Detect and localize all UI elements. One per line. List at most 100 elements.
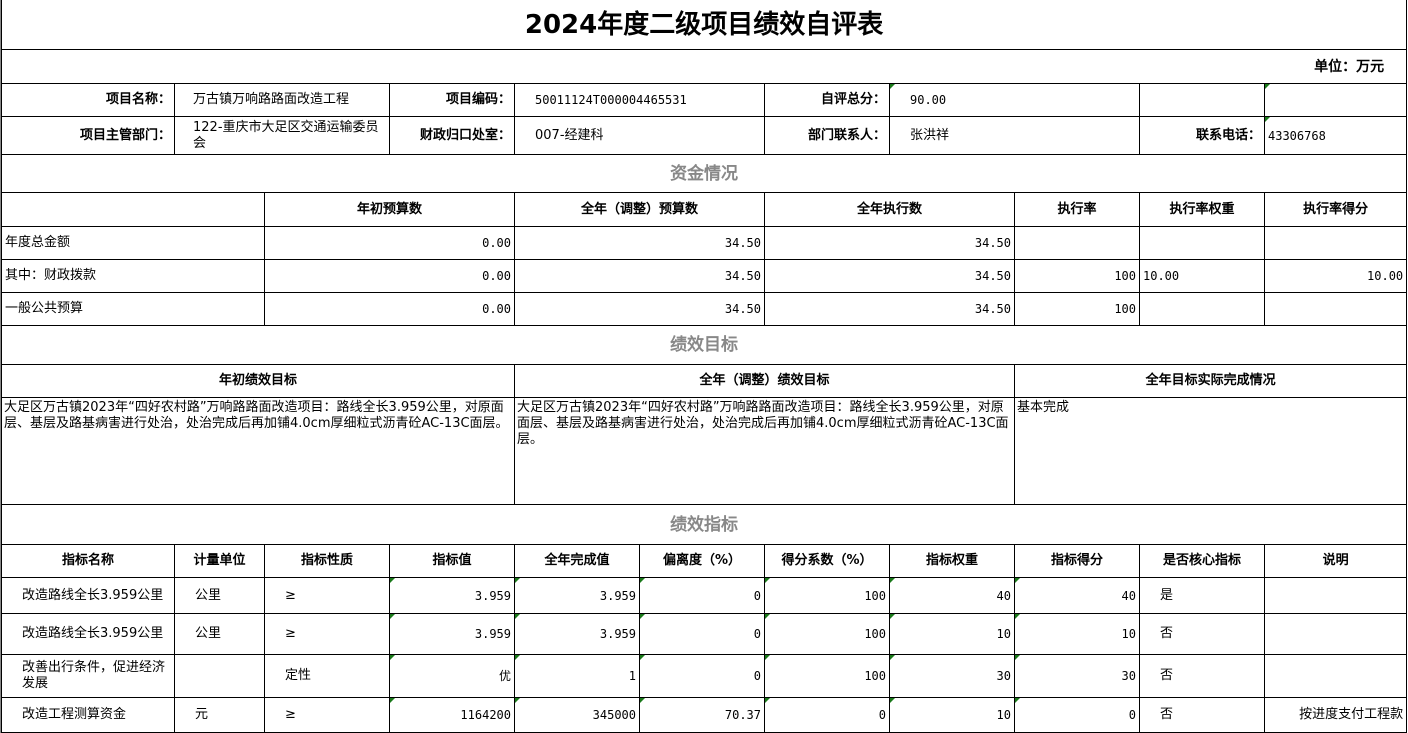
indicator-header: 得分系数（%） <box>764 544 890 578</box>
indicator-header: 指标值 <box>389 544 515 578</box>
indicator-cell[interactable]: 0 <box>639 613 765 655</box>
indicator-row: 改善出行条件，促进经济发展 定性优 1 0 100 30 30 否 <box>1 654 1408 698</box>
goals-section-title: 绩效目标 <box>1 325 1408 365</box>
total-score[interactable]: 90.00 <box>889 83 1140 117</box>
indicator-name[interactable]: 改造路线全长3.959公里 <box>1 577 175 614</box>
indicator-cell[interactable]: 元 <box>174 697 265 733</box>
indicator-cell[interactable]: ≥ <box>264 697 390 733</box>
funds-cell[interactable]: 100 <box>1014 259 1140 293</box>
indicator-cell[interactable]: 10 <box>1014 613 1140 655</box>
indicator-cell[interactable]: 否 <box>1139 613 1265 655</box>
dept-label: 项目主管部门： <box>1 116 175 155</box>
indicators-section-title: 绩效指标 <box>1 504 1408 545</box>
indicator-cell[interactable]: 0 <box>639 577 765 614</box>
indicator-cell[interactable]: 30 <box>1014 654 1140 698</box>
indicator-cell[interactable]: 70.37 <box>639 697 765 733</box>
indicator-name[interactable]: 改造工程测算资金 <box>1 697 175 733</box>
indicator-cell[interactable]: 100 <box>764 654 890 698</box>
indicator-name[interactable]: 改造路线全长3.959公里 <box>1 613 175 655</box>
phone[interactable]: 43306768 <box>1263 116 1408 155</box>
funds-cell[interactable]: 0.00 <box>264 259 515 293</box>
indicator-cell[interactable]: 40 <box>1014 577 1140 614</box>
indicator-cell[interactable]: 40 <box>889 577 1015 614</box>
funds-cell[interactable]: 10.00 <box>1263 259 1408 293</box>
indicator-cell[interactable]: 1 <box>514 654 640 698</box>
indicator-cell[interactable]: 优 <box>389 654 515 698</box>
funds-cell[interactable]: 34.50 <box>514 226 765 260</box>
indicator-cell[interactable] <box>1263 654 1408 698</box>
funds-cell[interactable]: 34.50 <box>764 259 1015 293</box>
funds-header: 年初预算数 <box>264 192 515 227</box>
funds-cell[interactable] <box>1139 226 1265 260</box>
indicator-cell[interactable]: 否 <box>1139 697 1265 733</box>
indicator-cell[interactable]: 3.959 <box>514 613 640 655</box>
indicator-cell[interactable]: 3.959 <box>389 577 515 614</box>
unit-label: 单位：万元 <box>1 49 1408 84</box>
finance-office[interactable]: 007-经建科 <box>514 116 765 155</box>
funds-cell[interactable] <box>1263 292 1408 326</box>
phone-label: 联系电话： <box>1139 116 1265 155</box>
contact-label: 部门联系人： <box>764 116 890 155</box>
indicator-row: 改造路线全长3.959公里 公里 ≥3.959 3.959 0 100 40 40 是 <box>1 577 1408 614</box>
funds-cell[interactable]: 10.00 <box>1139 259 1265 293</box>
project-code[interactable]: 50011124T000004465531 <box>514 83 765 117</box>
indicator-cell[interactable]: 30 <box>889 654 1015 698</box>
indicator-header: 是否核心指标 <box>1139 544 1265 578</box>
indicator-cell[interactable]: 公里 <box>174 613 265 655</box>
empty-cell[interactable] <box>1139 83 1265 117</box>
funds-row-label: 其中：财政拨款 <box>1 259 265 293</box>
indicator-cell[interactable]: 10 <box>889 613 1015 655</box>
indicator-cell[interactable]: 100 <box>764 613 890 655</box>
indicator-cell[interactable]: 100 <box>764 577 890 614</box>
project-code-label: 项目编码： <box>389 83 515 117</box>
indicator-cell[interactable]: ≥ <box>264 613 390 655</box>
funds-cell[interactable]: 34.50 <box>514 259 765 293</box>
funds-row-label: 一般公共预算 <box>1 292 265 326</box>
indicator-cell[interactable]: 否 <box>1139 654 1265 698</box>
funds-header: 执行率 <box>1014 192 1140 227</box>
indicator-name[interactable]: 改善出行条件，促进经济发展 <box>1 654 175 698</box>
indicator-cell[interactable]: ≥ <box>264 577 390 614</box>
indicator-header: 指标名称 <box>1 544 175 578</box>
project-name[interactable]: 万古镇万响路路面改造工程 <box>174 83 390 117</box>
indicator-cell[interactable]: 1164200 <box>389 697 515 733</box>
contact[interactable]: 张洪祥 <box>889 116 1140 155</box>
funds-cell[interactable] <box>1139 292 1265 326</box>
indicator-cell[interactable]: 公里 <box>174 577 265 614</box>
funds-cell[interactable]: 100 <box>1014 292 1140 326</box>
initial-goal[interactable]: 大足区万古镇2023年“四好农村路”万响路路面改造项目：路线全长3.959公里，… <box>1 397 515 505</box>
funds-cell[interactable]: 0.00 <box>264 226 515 260</box>
indicator-cell[interactable]: 定性 <box>264 654 390 698</box>
empty-cell[interactable] <box>1263 83 1408 117</box>
indicator-cell[interactable] <box>174 654 265 698</box>
indicator-cell[interactable]: 3.959 <box>514 577 640 614</box>
funds-section-title: 资金情况 <box>1 154 1408 193</box>
goals-header: 全年目标实际完成情况 <box>1013 364 1408 398</box>
indicator-cell[interactable]: 按进度支付工程款 <box>1263 697 1408 733</box>
funds-cell[interactable]: 34.50 <box>764 226 1015 260</box>
indicator-cell[interactable]: 是 <box>1139 577 1265 614</box>
dept[interactable]: 122-重庆市大足区交通运输委员会 <box>174 116 390 155</box>
score-label: 自评总分： <box>764 83 890 117</box>
adjusted-goal[interactable]: 大足区万古镇2023年“四好农村路”万响路路面改造项目：路线全长3.959公里，… <box>514 397 1015 505</box>
actual-completion[interactable]: 基本完成 <box>1013 397 1408 505</box>
indicator-cell[interactable]: 0 <box>1014 697 1140 733</box>
indicator-header: 指标性质 <box>264 544 390 578</box>
funds-cell[interactable] <box>1014 226 1140 260</box>
indicator-cell[interactable]: 3.959 <box>389 613 515 655</box>
funds-cell[interactable]: 0.00 <box>264 292 515 326</box>
indicator-cell[interactable]: 0 <box>639 654 765 698</box>
funds-cell[interactable]: 34.50 <box>514 292 765 326</box>
indicator-cell[interactable] <box>1263 613 1408 655</box>
goals-header: 全年（调整）绩效目标 <box>514 364 1015 398</box>
indicator-cell[interactable]: 0 <box>764 697 890 733</box>
indicator-header: 指标得分 <box>1014 544 1140 578</box>
funds-row: 年度总金额 0.00 34.50 34.50 <box>1 226 1408 260</box>
indicator-cell[interactable] <box>1263 577 1408 614</box>
funds-cell[interactable]: 34.50 <box>764 292 1015 326</box>
funds-cell[interactable] <box>1263 226 1408 260</box>
indicator-cell[interactable]: 10 <box>889 697 1015 733</box>
indicator-cell[interactable]: 345000 <box>514 697 640 733</box>
